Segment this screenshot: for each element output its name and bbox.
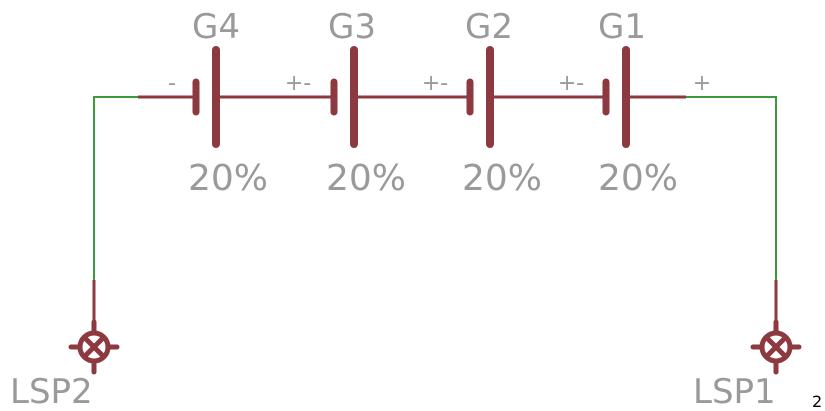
wire-left-green bbox=[93, 96, 138, 280]
cell-g4-name: G4 bbox=[192, 7, 240, 47]
corner-number: 2 bbox=[812, 392, 822, 411]
polarity-label-g4: - bbox=[168, 71, 176, 96]
cell-g1-percent: 20% bbox=[598, 158, 678, 199]
pad-lsp1-label: LSP1 bbox=[693, 372, 776, 411]
polarity-label-g3: +- bbox=[285, 71, 311, 96]
wire-right-green bbox=[686, 96, 777, 280]
cell-g2-name: G2 bbox=[465, 7, 513, 47]
pad-lsp2-label: LSP2 bbox=[10, 372, 93, 411]
pad-lsp1-icon bbox=[750, 319, 802, 375]
cell-g1-name: G1 bbox=[598, 7, 646, 47]
pad-lsp2-icon bbox=[68, 319, 120, 375]
cell-g3-name: G3 bbox=[328, 7, 376, 47]
polarity-label-g1: +- bbox=[558, 71, 584, 96]
cell-g3-percent: 20% bbox=[326, 158, 406, 199]
cell-g2-percent: 20% bbox=[462, 158, 542, 199]
polarity-label-g2: +- bbox=[422, 71, 448, 96]
cell-g4-percent: 20% bbox=[188, 158, 268, 199]
polarity-label-end: + bbox=[693, 71, 711, 96]
